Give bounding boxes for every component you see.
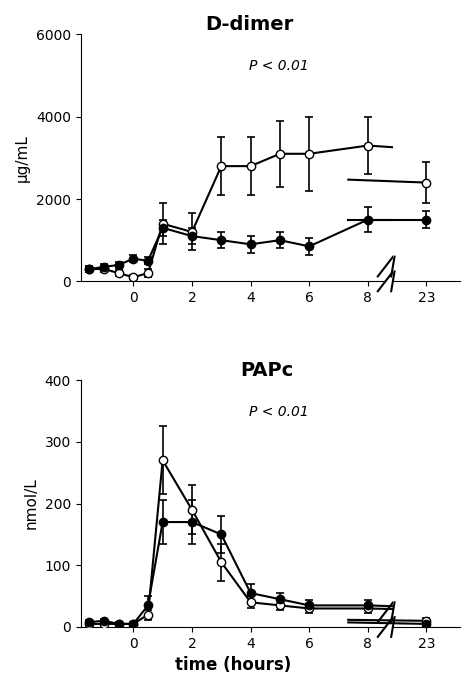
Y-axis label: μg/mL: μg/mL: [15, 134, 30, 182]
Y-axis label: nmol/L: nmol/L: [24, 477, 39, 529]
Text: D-dimer: D-dimer: [206, 15, 294, 34]
Text: P < 0.01: P < 0.01: [249, 59, 309, 73]
X-axis label: time (hours): time (hours): [175, 656, 291, 675]
Text: PAPc: PAPc: [241, 361, 294, 380]
Text: P < 0.01: P < 0.01: [249, 405, 309, 419]
